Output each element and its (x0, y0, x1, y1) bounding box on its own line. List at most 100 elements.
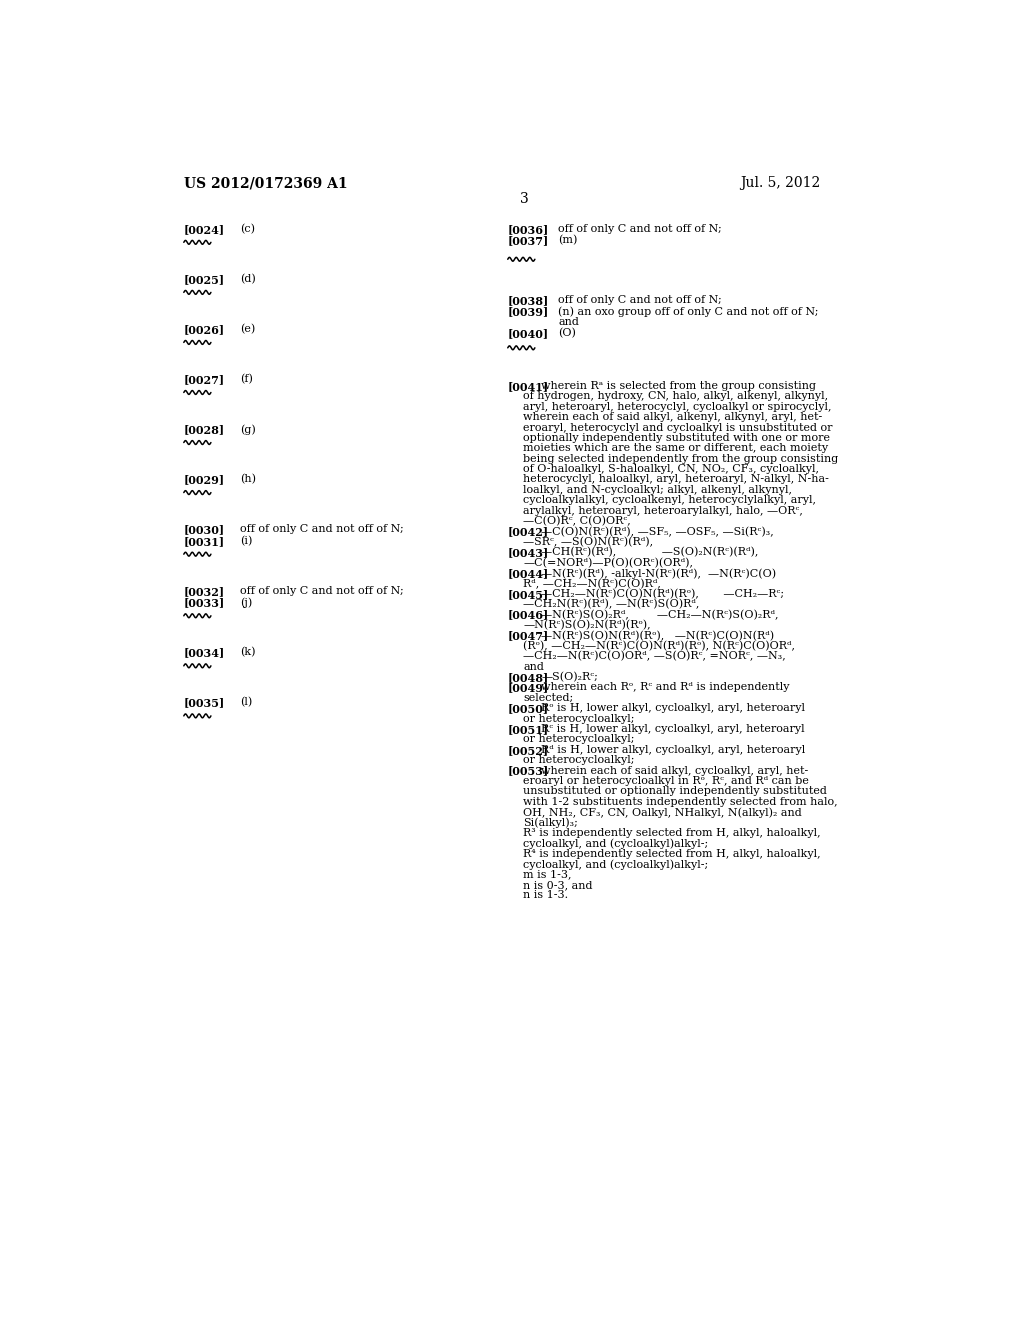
Text: —CH₂—N(Rᶜ)C(O)N(Rᵈ)(Rᵒ),       —CH₂—Rᶜ;: —CH₂—N(Rᶜ)C(O)N(Rᵈ)(Rᵒ), —CH₂—Rᶜ; (541, 589, 784, 599)
Text: (g): (g) (241, 424, 256, 434)
Text: [0026]: [0026] (183, 323, 225, 335)
Text: —CH(Rᶜ)(Rᵈ),             —S(O)₂N(Rᶜ)(Rᵈ),: —CH(Rᶜ)(Rᵈ), —S(O)₂N(Rᶜ)(Rᵈ), (541, 548, 759, 557)
Text: R³ is independently selected from H, alkyl, haloalkyl,: R³ is independently selected from H, alk… (523, 828, 821, 838)
Text: n is 1-3.: n is 1-3. (523, 890, 568, 900)
Text: —N(Rᶜ)S(O)N(Rᵈ)(Rᵒ),   —N(Rᶜ)C(O)N(Rᵈ): —N(Rᶜ)S(O)N(Rᵈ)(Rᵒ), —N(Rᶜ)C(O)N(Rᵈ) (541, 631, 774, 640)
Text: and: and (523, 661, 544, 672)
Text: [0042]: [0042] (508, 527, 549, 537)
Text: (O): (O) (558, 327, 575, 338)
Text: of O-haloalkyl, S-haloalkyl, CN, NO₂, CF₃, cycloalkyl,: of O-haloalkyl, S-haloalkyl, CN, NO₂, CF… (523, 465, 819, 474)
Text: [0040]: [0040] (508, 327, 549, 339)
Text: (f): (f) (241, 374, 253, 384)
Text: off of only C and not off of N;: off of only C and not off of N; (558, 224, 722, 234)
Text: [0030]: [0030] (183, 524, 225, 535)
Text: [0044]: [0044] (508, 568, 549, 579)
Text: [0045]: [0045] (508, 589, 549, 599)
Text: arylalkyl, heteroaryl, heteroarylalkyl, halo, —ORᶜ,: arylalkyl, heteroaryl, heteroarylalkyl, … (523, 506, 803, 516)
Text: —C(=NORᵈ)—P(O)(ORᶜ)(ORᵈ),: —C(=NORᵈ)—P(O)(ORᶜ)(ORᵈ), (523, 557, 693, 568)
Text: (l): (l) (241, 697, 253, 708)
Text: [0050]: [0050] (508, 704, 549, 714)
Text: (h): (h) (241, 474, 256, 484)
Text: [0039]: [0039] (508, 306, 549, 317)
Text: —C(O)N(Rᶜ)(Rᵈ), —SF₅, —OSF₅, —Si(Rᶜ)₃,: —C(O)N(Rᶜ)(Rᵈ), —SF₅, —OSF₅, —Si(Rᶜ)₃, (541, 527, 774, 537)
Text: Si(alkyl)₃;: Si(alkyl)₃; (523, 817, 579, 828)
Text: [0024]: [0024] (183, 224, 225, 235)
Text: [0031]: [0031] (183, 536, 225, 546)
Text: —CH₂—N(Rᶜ)C(O)ORᵈ, —S(O)Rᶜ, =NORᶜ, —N₃,: —CH₂—N(Rᶜ)C(O)ORᵈ, —S(O)Rᶜ, =NORᶜ, —N₃, (523, 651, 786, 661)
Text: Rᵒ is H, lower alkyl, cycloalkyl, aryl, heteroaryl: Rᵒ is H, lower alkyl, cycloalkyl, aryl, … (541, 704, 805, 713)
Text: and: and (558, 317, 579, 327)
Text: with 1-2 substituents independently selected from halo,: with 1-2 substituents independently sele… (523, 797, 838, 807)
Text: selected;: selected; (523, 693, 573, 702)
Text: moieties which are the same or different, each moiety: moieties which are the same or different… (523, 444, 828, 453)
Text: [0036]: [0036] (508, 224, 549, 235)
Text: [0037]: [0037] (508, 235, 549, 246)
Text: eroaryl or heterocycloalkyl in Rᵒ, Rᶜ, and Rᵈ can be: eroaryl or heterocycloalkyl in Rᵒ, Rᶜ, a… (523, 776, 809, 785)
Text: —N(Rᶜ)(Rᵈ), -alkyl-N(Rᶜ)(Rᵈ),  —N(Rᶜ)C(O): —N(Rᶜ)(Rᵈ), -alkyl-N(Rᶜ)(Rᵈ), —N(Rᶜ)C(O) (541, 568, 776, 578)
Text: or heterocycloalkyl;: or heterocycloalkyl; (523, 734, 635, 744)
Text: (i): (i) (241, 536, 253, 546)
Text: —SRᶜ, —S(O)N(Rᶜ)(Rᵈ),: —SRᶜ, —S(O)N(Rᶜ)(Rᵈ), (523, 537, 653, 548)
Text: [0046]: [0046] (508, 610, 549, 620)
Text: [0048]: [0048] (508, 672, 549, 682)
Text: [0028]: [0028] (183, 424, 225, 436)
Text: [0051]: [0051] (508, 723, 549, 735)
Text: or heterocycloalkyl;: or heterocycloalkyl; (523, 755, 635, 766)
Text: being selected independently from the group consisting: being selected independently from the gr… (523, 454, 839, 463)
Text: cycloalkyl, and (cycloalkyl)alkyl-;: cycloalkyl, and (cycloalkyl)alkyl-; (523, 838, 709, 849)
Text: optionally independently substituted with one or more: optionally independently substituted wit… (523, 433, 830, 444)
Text: loalkyl, and N-cycloalkyl; alkyl, alkenyl, alkynyl,: loalkyl, and N-cycloalkyl; alkyl, alkeny… (523, 484, 793, 495)
Text: (n) an oxo group off of only C and not off of N;: (n) an oxo group off of only C and not o… (558, 306, 818, 317)
Text: (c): (c) (241, 224, 255, 234)
Text: 3: 3 (520, 193, 529, 206)
Text: (e): (e) (241, 323, 256, 334)
Text: (Rᵒ), —CH₂—N(Rᶜ)C(O)N(Rᵈ)(Rᵒ), N(Rᶜ)C(O)ORᵈ,: (Rᵒ), —CH₂—N(Rᶜ)C(O)N(Rᵈ)(Rᵒ), N(Rᶜ)C(O)… (523, 640, 796, 651)
Text: aryl, heteroaryl, heterocyclyl, cycloalkyl or spirocyclyl,: aryl, heteroaryl, heterocyclyl, cycloalk… (523, 401, 831, 412)
Text: —N(Rᶜ)S(O)₂N(Rᵈ)(Rᵒ),: —N(Rᶜ)S(O)₂N(Rᵈ)(Rᵒ), (523, 620, 651, 631)
Text: —C(O)Rᶜ, C(O)ORᶜ,: —C(O)Rᶜ, C(O)ORᶜ, (523, 516, 631, 527)
Text: cycloalkylalkyl, cycloalkenyl, heterocyclylalkyl, aryl,: cycloalkylalkyl, cycloalkenyl, heterocyc… (523, 495, 816, 506)
Text: —N(Rᶜ)S(O)₂Rᵈ,        —CH₂—N(Rᶜ)S(O)₂Rᵈ,: —N(Rᶜ)S(O)₂Rᵈ, —CH₂—N(Rᶜ)S(O)₂Rᵈ, (541, 610, 778, 620)
Text: Rᵈ, —CH₂—N(Rᶜ)C(O)Rᵈ,: Rᵈ, —CH₂—N(Rᶜ)C(O)Rᵈ, (523, 578, 662, 589)
Text: off of only C and not off of N;: off of only C and not off of N; (241, 524, 404, 535)
Text: or heterocycloalkyl;: or heterocycloalkyl; (523, 714, 635, 723)
Text: heterocyclyl, haloalkyl, aryl, heteroaryl, N-alkyl, N-ha-: heterocyclyl, haloalkyl, aryl, heteroary… (523, 474, 829, 484)
Text: [0043]: [0043] (508, 548, 549, 558)
Text: off of only C and not off of N;: off of only C and not off of N; (241, 586, 404, 595)
Text: cycloalkyl, and (cycloalkyl)alkyl-;: cycloalkyl, and (cycloalkyl)alkyl-; (523, 859, 709, 870)
Text: wherein each of said alkyl, cycloalkyl, aryl, het-: wherein each of said alkyl, cycloalkyl, … (541, 766, 808, 776)
Text: OH, NH₂, CF₃, CN, Oalkyl, NHalkyl, N(alkyl)₂ and: OH, NH₂, CF₃, CN, Oalkyl, NHalkyl, N(alk… (523, 807, 802, 817)
Text: [0052]: [0052] (508, 744, 549, 756)
Text: [0032]: [0032] (183, 586, 225, 597)
Text: n is 0-3, and: n is 0-3, and (523, 880, 593, 890)
Text: (k): (k) (241, 647, 256, 657)
Text: [0049]: [0049] (508, 682, 549, 693)
Text: unsubstituted or optionally independently substituted: unsubstituted or optionally independentl… (523, 787, 827, 796)
Text: Jul. 5, 2012: Jul. 5, 2012 (740, 176, 820, 190)
Text: [0047]: [0047] (508, 631, 549, 642)
Text: US 2012/0172369 A1: US 2012/0172369 A1 (183, 176, 347, 190)
Text: [0038]: [0038] (508, 296, 549, 306)
Text: (m): (m) (558, 235, 578, 246)
Text: m is 1-3,: m is 1-3, (523, 870, 571, 879)
Text: wherein each of said alkyl, alkenyl, alkynyl, aryl, het-: wherein each of said alkyl, alkenyl, alk… (523, 412, 822, 422)
Text: [0027]: [0027] (183, 374, 225, 385)
Text: [0034]: [0034] (183, 647, 225, 659)
Text: Rᵈ is H, lower alkyl, cycloalkyl, aryl, heteroaryl: Rᵈ is H, lower alkyl, cycloalkyl, aryl, … (541, 744, 805, 755)
Text: —S(O)₂Rᶜ;: —S(O)₂Rᶜ; (541, 672, 598, 682)
Text: Rᶜ is H, lower alkyl, cycloalkyl, aryl, heteroaryl: Rᶜ is H, lower alkyl, cycloalkyl, aryl, … (541, 723, 805, 734)
Text: [0029]: [0029] (183, 474, 225, 486)
Text: wherein Rᵃ is selected from the group consisting: wherein Rᵃ is selected from the group co… (541, 381, 816, 391)
Text: [0035]: [0035] (183, 697, 225, 709)
Text: eroaryl, heterocyclyl and cycloalkyl is unsubstituted or: eroaryl, heterocyclyl and cycloalkyl is … (523, 422, 833, 433)
Text: —CH₂N(Rᶜ)(Rᵈ), —N(Rᶜ)S(O)Rᵈ,: —CH₂N(Rᶜ)(Rᵈ), —N(Rᶜ)S(O)Rᵈ, (523, 599, 699, 610)
Text: [0033]: [0033] (183, 598, 225, 609)
Text: [0025]: [0025] (183, 275, 225, 285)
Text: (d): (d) (241, 275, 256, 284)
Text: off of only C and not off of N;: off of only C and not off of N; (558, 296, 722, 305)
Text: [0041]: [0041] (508, 381, 549, 392)
Text: wherein each Rᵒ, Rᶜ and Rᵈ is independently: wherein each Rᵒ, Rᶜ and Rᵈ is independen… (541, 682, 790, 693)
Text: [0053]: [0053] (508, 766, 549, 776)
Text: (j): (j) (241, 598, 253, 609)
Text: R⁴ is independently selected from H, alkyl, haloalkyl,: R⁴ is independently selected from H, alk… (523, 849, 821, 859)
